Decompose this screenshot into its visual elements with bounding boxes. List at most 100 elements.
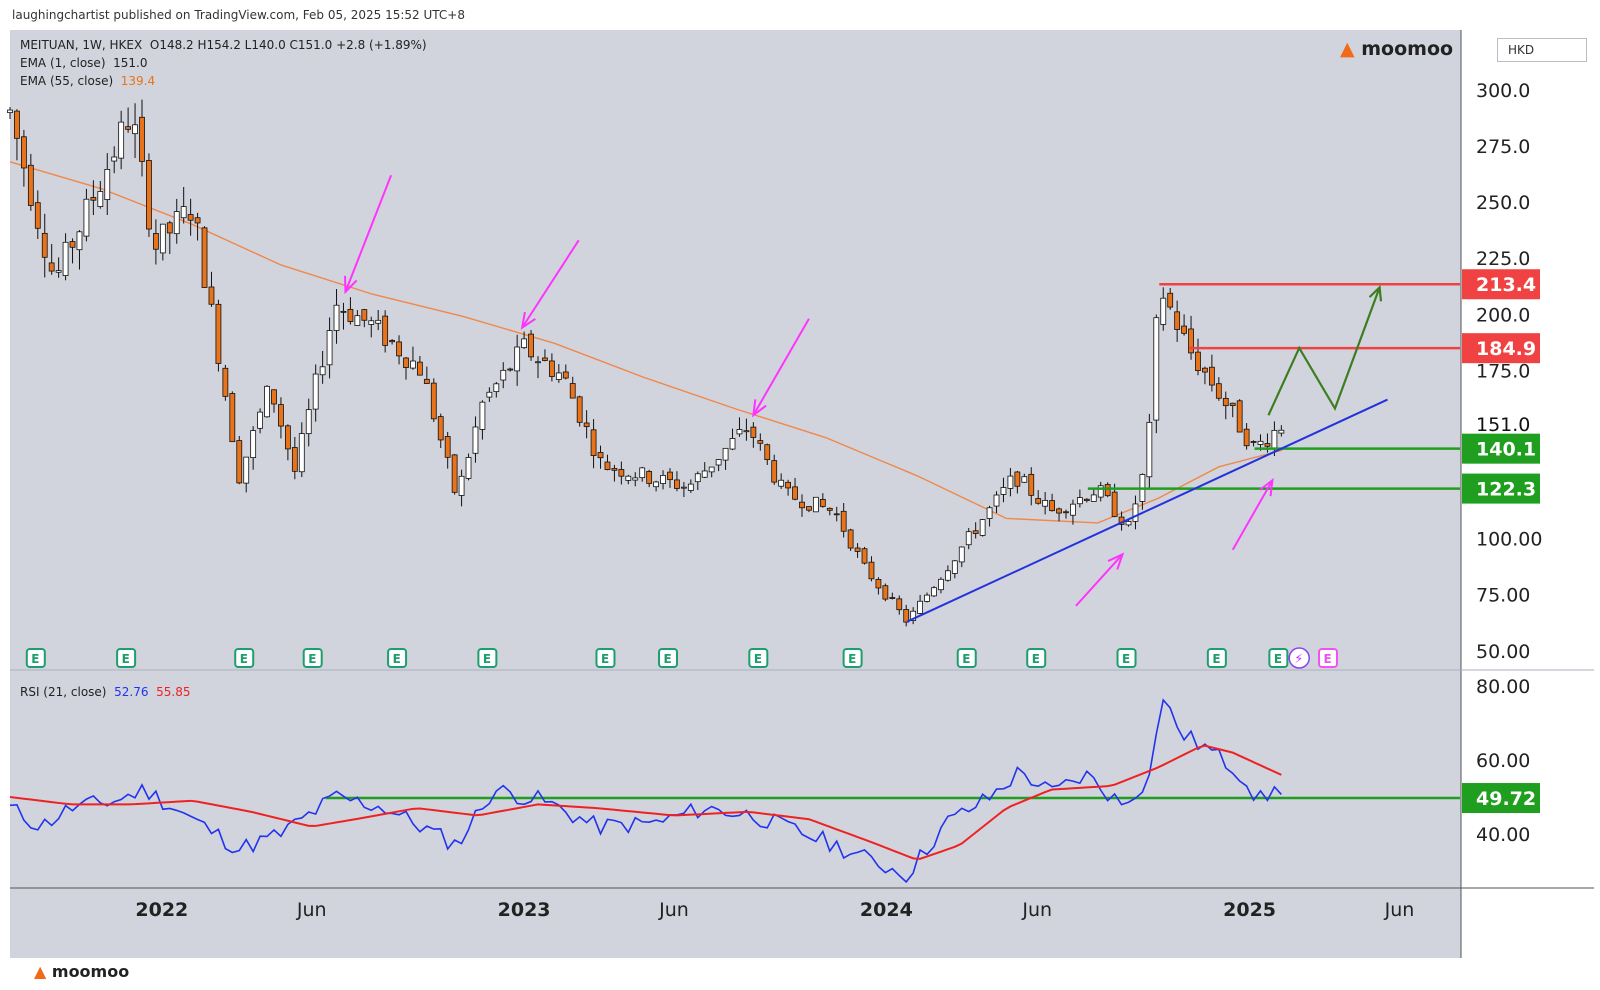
time-tick-label: Jun — [658, 899, 689, 921]
candle-body — [396, 341, 402, 357]
earnings-marker: E — [595, 648, 616, 668]
legend-ema55: EMA (55, close) 139.4 — [20, 74, 156, 88]
candle — [840, 503, 847, 538]
earnings-marker: E — [748, 648, 769, 668]
candle-body — [646, 471, 653, 484]
candle-body — [674, 479, 680, 489]
candle — [799, 494, 805, 517]
candle — [118, 110, 125, 170]
candle-body — [1250, 441, 1257, 443]
candle — [611, 464, 618, 482]
candle — [1174, 300, 1181, 342]
arrow-head — [1259, 478, 1274, 497]
candle — [354, 310, 361, 326]
candle-body — [639, 467, 646, 479]
footer-brand-logo: ▲ moomoo — [34, 962, 130, 981]
candle — [743, 418, 750, 441]
price-tick-label: 100.00 — [1476, 529, 1542, 551]
candle-body — [1188, 328, 1194, 354]
candle-body — [799, 501, 805, 509]
candle — [903, 604, 910, 627]
candle — [1042, 492, 1049, 515]
candle — [215, 299, 222, 372]
candle-body — [319, 366, 326, 376]
candle-body — [583, 422, 590, 428]
candle — [694, 471, 701, 491]
candle-body — [1222, 397, 1229, 407]
candle — [389, 339, 396, 345]
candle-body — [875, 579, 882, 589]
earnings-label: E — [1032, 652, 1040, 666]
candle-body — [882, 585, 889, 600]
candle — [201, 226, 208, 288]
candle — [41, 213, 48, 278]
candle-body — [69, 241, 76, 248]
candle-body — [361, 309, 368, 321]
earnings-box — [234, 648, 255, 668]
candle — [1007, 467, 1014, 497]
candle-body — [736, 429, 743, 435]
candle-body — [465, 457, 472, 479]
candle — [1063, 509, 1069, 519]
price-label-last: 151.0 — [1476, 414, 1530, 436]
candle-body — [806, 506, 812, 511]
currency-selector[interactable]: HKD — [1497, 38, 1587, 62]
candle — [562, 364, 569, 380]
rsi-ma-line — [9, 744, 1282, 860]
candle — [284, 424, 291, 461]
candle — [583, 410, 590, 439]
candle — [257, 408, 264, 434]
candle — [931, 585, 937, 598]
candle-body — [924, 594, 930, 602]
price-tick-label: 50.00 — [1476, 641, 1530, 663]
candle-body — [1021, 476, 1028, 483]
candle — [826, 507, 833, 516]
candle-body — [660, 475, 666, 484]
candle-body — [159, 223, 166, 254]
candle-body — [812, 496, 819, 513]
earnings-label: E — [664, 652, 672, 666]
candle — [1049, 493, 1055, 512]
arrow-shaft — [521, 239, 580, 329]
candle-body — [444, 436, 451, 458]
candle-body — [152, 233, 159, 250]
candle-body — [1000, 487, 1007, 495]
earnings-label: E — [240, 652, 248, 666]
candle — [653, 480, 659, 492]
candle-body — [104, 169, 111, 200]
candle-body — [354, 315, 361, 326]
candle-body — [1042, 499, 1049, 507]
candle-body — [284, 425, 291, 450]
candle-body — [729, 438, 736, 450]
candle — [972, 522, 979, 539]
candle-body — [111, 156, 118, 162]
candle — [1097, 481, 1104, 502]
trendline-layer — [906, 285, 1388, 623]
candle — [736, 417, 743, 437]
earnings-marker: E — [234, 648, 255, 668]
candle-body — [597, 452, 604, 459]
candle-body — [840, 510, 847, 532]
candle — [20, 129, 27, 187]
candle-body — [493, 383, 500, 393]
annotation-arrow — [1231, 478, 1274, 551]
candle-body — [368, 320, 375, 325]
earnings-box — [956, 648, 977, 668]
candle — [868, 556, 875, 582]
candle-body — [792, 486, 798, 500]
candle — [250, 426, 257, 470]
candle — [1000, 477, 1007, 503]
candle — [722, 447, 729, 470]
candle — [535, 356, 541, 379]
candle — [576, 395, 583, 427]
candle-body — [1028, 473, 1035, 496]
candle-body — [1049, 500, 1055, 512]
candle — [132, 103, 138, 158]
candle-body — [611, 468, 618, 471]
candle-body — [944, 570, 951, 581]
candle-body — [1229, 402, 1236, 406]
candle-body — [139, 116, 145, 162]
candle-body — [201, 227, 208, 288]
candle-body — [451, 454, 458, 493]
candle-body — [486, 391, 493, 398]
